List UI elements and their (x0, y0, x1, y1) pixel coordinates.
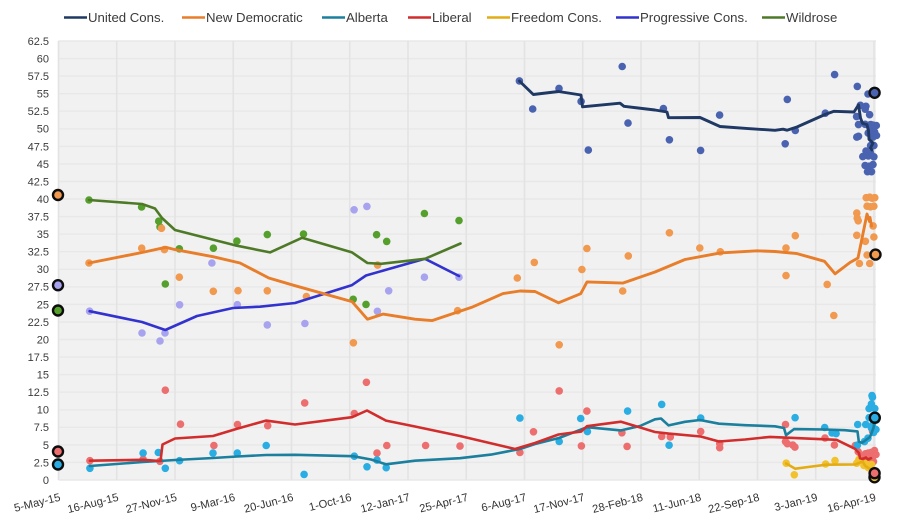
svg-text:45: 45 (37, 159, 49, 171)
svg-text:7.5: 7.5 (34, 422, 49, 434)
svg-text:United Cons.: United Cons. (88, 10, 164, 25)
svg-text:0: 0 (43, 475, 49, 487)
svg-text:15: 15 (37, 370, 49, 382)
svg-text:42.5: 42.5 (28, 176, 49, 188)
svg-text:New Democratic: New Democratic (206, 10, 303, 25)
svg-text:2.5: 2.5 (34, 457, 49, 469)
svg-text:Liberal: Liberal (432, 10, 472, 25)
svg-text:17.5: 17.5 (28, 352, 49, 364)
svg-text:27.5: 27.5 (28, 282, 49, 294)
svg-text:32.5: 32.5 (28, 247, 49, 259)
svg-text:35: 35 (37, 229, 49, 241)
svg-text:Progressive Cons.: Progressive Cons. (640, 10, 748, 25)
svg-text:62.5: 62.5 (28, 36, 49, 48)
svg-text:40: 40 (37, 194, 49, 206)
svg-text:50: 50 (37, 124, 49, 136)
svg-text:30: 30 (37, 264, 49, 276)
svg-text:25: 25 (37, 299, 49, 311)
svg-text:60: 60 (37, 54, 49, 66)
svg-text:20: 20 (37, 334, 49, 346)
svg-text:12.5: 12.5 (28, 387, 49, 399)
svg-text:Freedom Cons.: Freedom Cons. (511, 10, 602, 25)
svg-text:55: 55 (37, 89, 49, 101)
svg-text:22.5: 22.5 (28, 317, 49, 329)
svg-text:47.5: 47.5 (28, 141, 49, 153)
svg-text:Alberta: Alberta (346, 10, 388, 25)
svg-text:57.5: 57.5 (28, 71, 49, 83)
svg-text:37.5: 37.5 (28, 212, 49, 224)
svg-text:Wildrose: Wildrose (786, 10, 837, 25)
svg-text:5: 5 (43, 440, 49, 452)
svg-text:52.5: 52.5 (28, 106, 49, 118)
svg-text:10: 10 (37, 405, 49, 417)
